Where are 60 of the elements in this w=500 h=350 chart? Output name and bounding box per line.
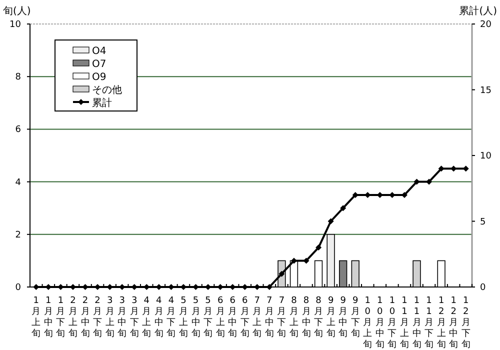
x-tick-label: 11月中旬: [412, 296, 422, 350]
x-tick-label: 6月中旬: [228, 296, 238, 339]
y-axis-title: 旬(人): [3, 5, 31, 17]
x-tick-label: 3月上旬: [105, 296, 114, 339]
x-tick-label: 12月中旬: [449, 296, 458, 350]
y-tick-label: 6: [15, 125, 22, 136]
x-tick-label: 10月上旬: [363, 296, 372, 350]
x-tick-label: 8月中旬: [302, 296, 311, 339]
x-tick-label: 2月中旬: [80, 296, 90, 339]
x-tick-label: 11月上旬: [400, 296, 409, 350]
legend-label: O7: [92, 59, 106, 70]
y2-axis-title: 累計(人): [459, 5, 498, 17]
x-tick-label: 4月中旬: [154, 296, 164, 339]
x-tick-label: 9月中旬: [338, 296, 348, 339]
legend-label: O9: [92, 72, 106, 83]
x-tick-label: 12月下旬: [461, 296, 470, 350]
y-tick-label: 10: [10, 20, 22, 30]
y-tick-label: 8: [15, 72, 22, 83]
y-tick-label: 4: [15, 178, 22, 188]
point: [426, 178, 432, 185]
x-tick-label: 3月中旬: [118, 296, 127, 339]
y2-tick-label: 15: [480, 86, 492, 96]
x-tick-label: 12月上旬: [436, 296, 446, 350]
x-tick-label: 2月下旬: [93, 296, 102, 339]
x-tick-label: 7月下旬: [277, 296, 286, 339]
y2-tick-label: 10: [480, 152, 492, 162]
x-tick-label: 7月上旬: [252, 296, 262, 339]
x-tick-label: 1月下旬: [56, 296, 66, 339]
y-tick-label: 2: [15, 230, 21, 240]
x-tick-label: 2月上旬: [68, 296, 78, 339]
x-tick-label: 6月上旬: [216, 296, 225, 339]
y-tick-label: 0: [15, 283, 22, 293]
x-tick-label: 8月上旬: [289, 296, 298, 339]
x-tick-label: 7月中旬: [264, 296, 274, 339]
x-tick-label: 11月下旬: [424, 296, 434, 350]
legend-label: O4: [92, 46, 106, 57]
x-tick-label: 1月中旬: [44, 296, 53, 339]
x-tick-label: 3月下旬: [130, 296, 139, 339]
point: [316, 244, 322, 251]
legend-label: その他: [92, 84, 122, 96]
x-tick-label: 10月中旬: [375, 296, 384, 350]
x-tick-label: 1月上旬: [32, 296, 41, 339]
y2-tick-label: 0: [480, 283, 486, 293]
x-tick-label: 5月上旬: [178, 296, 188, 339]
x-tick-label: 10月下旬: [388, 296, 397, 350]
x-tick-label: 4月上旬: [142, 296, 152, 339]
x-tick-label: 6月下旬: [240, 296, 250, 339]
x-tick-label: 9月上旬: [326, 296, 336, 339]
y2-tick-label: 20: [480, 20, 492, 30]
y2-tick-label: 5: [480, 217, 486, 228]
x-tick-label: 4月下旬: [166, 296, 176, 339]
legend-label: 累計: [92, 97, 112, 109]
point: [278, 270, 285, 277]
x-tick-label: 5月下旬: [204, 296, 213, 339]
point: [340, 205, 346, 212]
point: [328, 218, 334, 224]
x-tick-label: 9月下旬: [350, 296, 360, 339]
x-tick-label: 8月下旬: [314, 296, 324, 339]
x-tick-label: 5月中旬: [191, 296, 200, 339]
point: [290, 258, 297, 264]
